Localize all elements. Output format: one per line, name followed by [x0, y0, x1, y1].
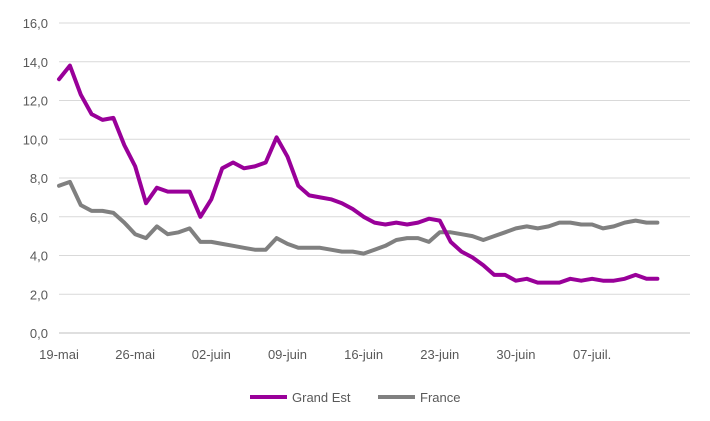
legend: Grand Est France	[250, 390, 460, 405]
y-tick-label: 14,0	[23, 55, 48, 70]
legend-label-france: France	[420, 390, 460, 405]
gridlines	[59, 22, 690, 334]
y-tick-label: 0,0	[30, 326, 48, 341]
x-tick-label: 26-mai	[115, 347, 155, 362]
y-tick-label: 10,0	[23, 132, 48, 147]
y-tick-label: 4,0	[30, 249, 48, 264]
series-line-grand-est	[57, 63, 660, 285]
x-tick-label: 09-juin	[268, 347, 307, 362]
y-tick-label: 16,0	[23, 16, 48, 31]
x-tick-label: 16-juin	[344, 347, 383, 362]
x-tick-label: 23-juin	[420, 347, 459, 362]
series-lines	[57, 63, 660, 285]
x-tick-label: 30-juin	[496, 347, 535, 362]
y-tick-label: 2,0	[30, 287, 48, 302]
x-tick-label: 02-juin	[192, 347, 231, 362]
y-tick-label: 12,0	[23, 94, 48, 109]
x-axis: 19-mai 26-mai 02-juin 09-juin 16-juin 23-juin…	[39, 347, 611, 362]
y-tick-label: 8,0	[30, 171, 48, 186]
y-axis: 0,0 2,0 4,0 6,0 8,0 10,0 12,0 14,0 16,0	[23, 16, 48, 341]
y-tick-label: 6,0	[30, 210, 48, 225]
legend-label-grand-est: Grand Est	[292, 390, 351, 405]
x-tick-label: 07-juil.	[573, 347, 611, 362]
x-tick-label: 19-mai	[39, 347, 79, 362]
series-line-france	[57, 179, 660, 256]
